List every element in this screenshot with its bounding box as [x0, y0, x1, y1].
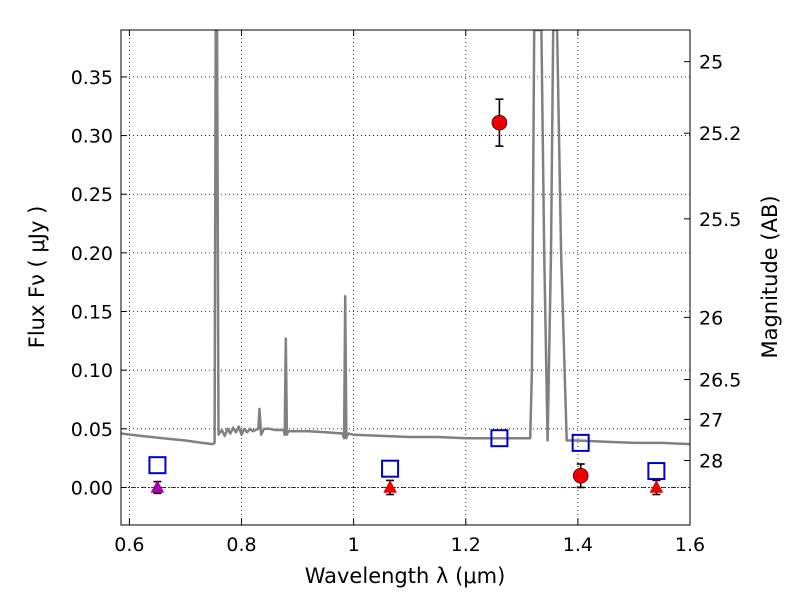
detection-point: [572, 467, 589, 484]
x-tick-label: 1.6: [675, 534, 705, 556]
upper-limit-triangle: [649, 479, 664, 493]
x-tick-label: 1.2: [451, 534, 481, 556]
y-axis-right: 25 25.2 25.5 26 26.5 27 28: [684, 52, 741, 472]
y-tick-label: 0.30: [71, 126, 113, 148]
mag-tick-label: 25.2: [699, 123, 741, 145]
mag-tick-label: 26: [699, 307, 723, 329]
plot-frame: [120, 29, 691, 526]
model-photometry-square: [148, 456, 167, 475]
y-axis-right-label: Magnitude (AB): [758, 195, 782, 358]
plot-background: [121, 30, 690, 525]
y-axis-label: Flux Fν ( μJy ): [25, 206, 49, 349]
mag-tick-label: 27: [699, 409, 723, 431]
y-tick-label: 0.15: [71, 302, 113, 324]
mag-tick-label: 28: [699, 450, 723, 472]
model-photometry-square: [647, 462, 666, 481]
y-tick-label: 0.00: [71, 477, 113, 499]
model-photometry-square: [571, 433, 590, 452]
detection-point: [491, 114, 508, 131]
y-tick-label: 0.10: [71, 360, 113, 382]
model-photometry-square: [381, 459, 400, 478]
y-tick-label: 0.25: [71, 184, 113, 206]
y-tick-label: 0.20: [71, 243, 113, 265]
x-axis: 0.6 0.8 1 1.2 1.4 1.6: [114, 30, 705, 556]
mag-tick-label: 25.5: [699, 209, 741, 231]
x-tick-label: 0.8: [226, 534, 256, 556]
x-tick-label: 1.4: [563, 534, 593, 556]
upper-limit-triangle: [383, 479, 398, 493]
spectrum-line: [121, 30, 690, 446]
x-tick-label: 1: [348, 534, 360, 556]
mag-tick-label: 26.5: [699, 370, 741, 392]
markers: [148, 98, 666, 496]
spectrum: [121, 30, 690, 446]
y-axis-left: 0.00 0.05 0.10 0.15 0.20 0.25 0.30 0.35: [71, 67, 127, 499]
mag-tick-label: 25: [699, 52, 723, 74]
x-axis-label: Wavelength λ (μm): [305, 564, 506, 588]
y-tick-label: 0.05: [71, 419, 113, 441]
upper-limit-triangle: [150, 479, 165, 493]
y-tick-label: 0.35: [71, 67, 113, 89]
x-tick-label: 0.6: [114, 534, 144, 556]
model-photometry-square: [490, 429, 509, 448]
